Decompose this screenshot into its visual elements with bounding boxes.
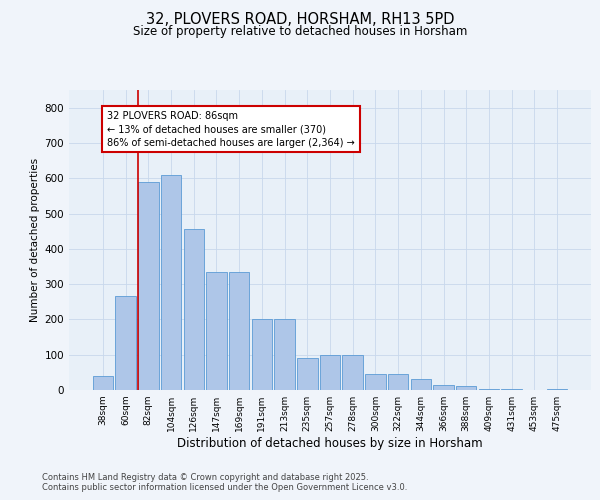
Bar (297, 358, 317, 390)
Text: Size of property relative to detached houses in Horsham: Size of property relative to detached ho… (133, 25, 467, 38)
Bar (456, 386, 476, 390)
Bar (206, 272, 227, 390)
Bar (343, 354, 363, 390)
Text: 32, PLOVERS ROAD, HORSHAM, RH13 5PD: 32, PLOVERS ROAD, HORSHAM, RH13 5PD (146, 12, 454, 28)
Bar (320, 354, 340, 390)
Text: Contains HM Land Registry data © Crown copyright and database right 2025.
Contai: Contains HM Land Registry data © Crown c… (42, 472, 407, 492)
Bar (274, 320, 295, 390)
Bar (138, 182, 158, 390)
Bar (115, 296, 136, 390)
Bar (184, 230, 204, 390)
Y-axis label: Number of detached properties: Number of detached properties (31, 158, 40, 322)
Bar (410, 380, 431, 390)
X-axis label: Distribution of detached houses by size in Horsham: Distribution of detached houses by size … (177, 437, 483, 450)
Bar (229, 272, 250, 390)
Bar (479, 389, 499, 390)
Bar (547, 389, 567, 390)
Text: 32 PLOVERS ROAD: 86sqm
← 13% of detached houses are smaller (370)
86% of semi-de: 32 PLOVERS ROAD: 86sqm ← 13% of detached… (107, 111, 355, 148)
Bar (93, 376, 113, 390)
Bar (365, 374, 386, 390)
Bar (161, 174, 181, 390)
Bar (388, 374, 409, 390)
Bar (251, 320, 272, 390)
Bar (433, 384, 454, 390)
